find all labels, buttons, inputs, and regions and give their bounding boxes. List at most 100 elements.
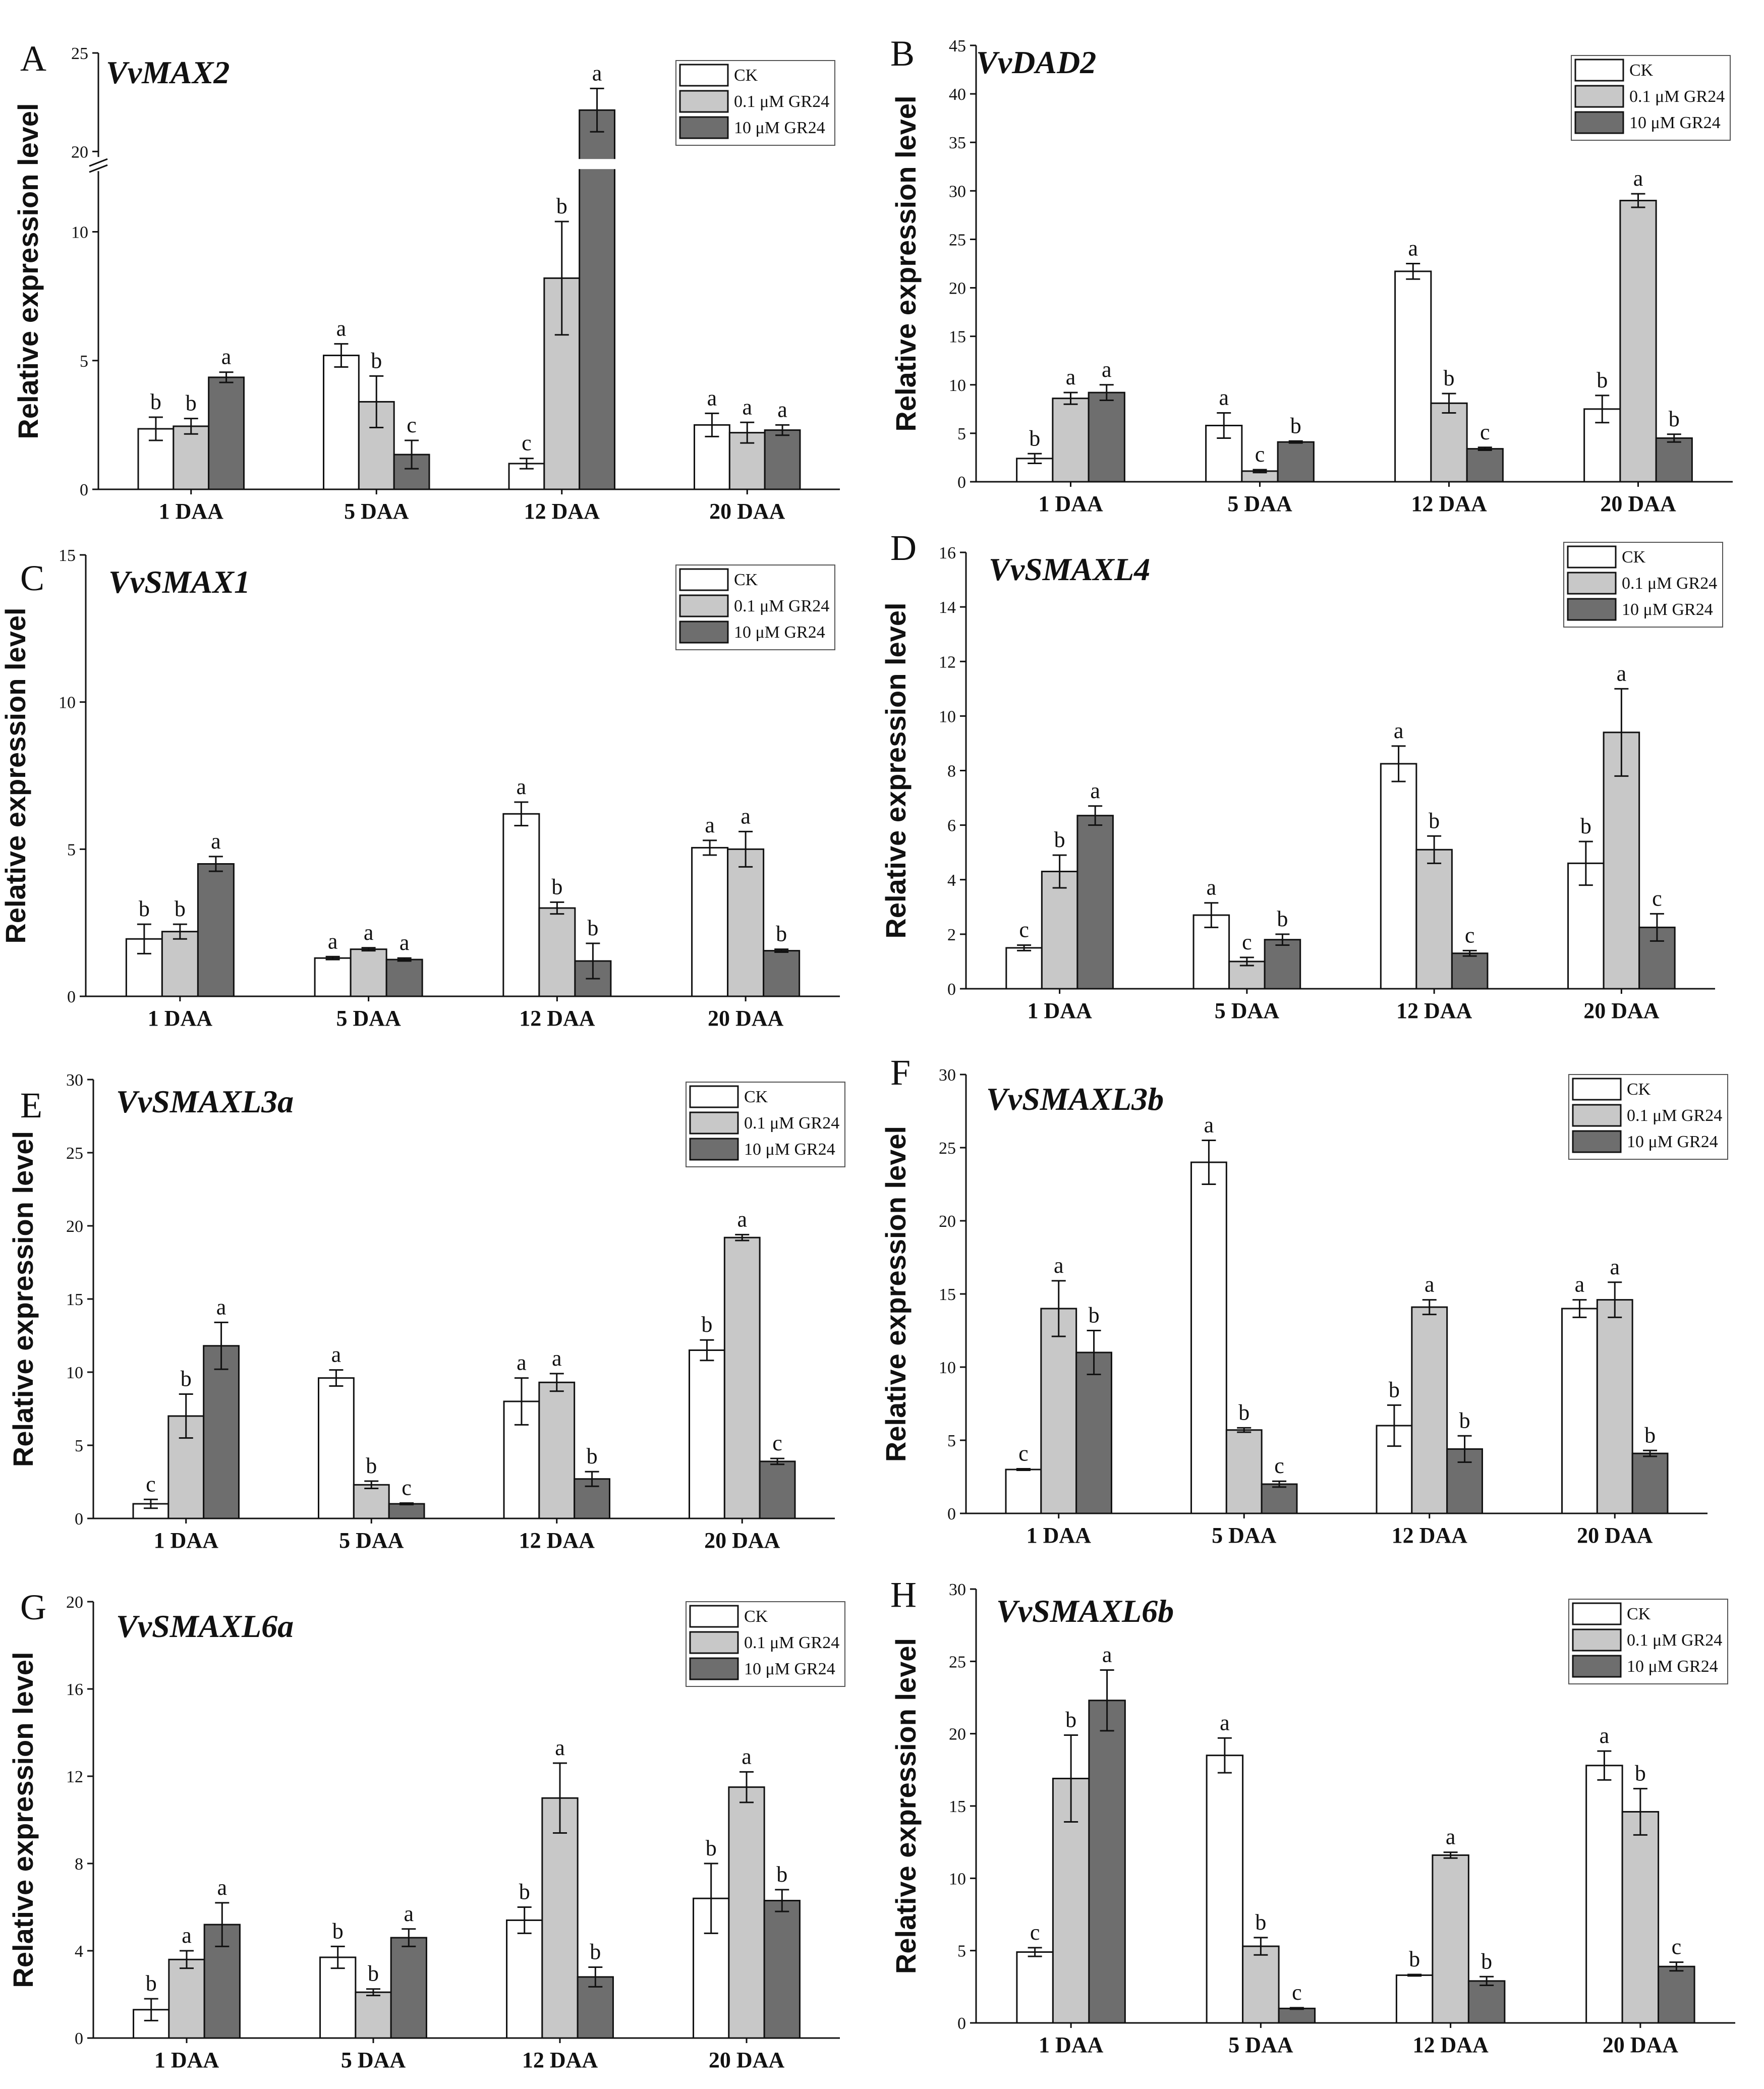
legend: CK 0.1 μM GR24 10 μM GR24 xyxy=(686,1082,845,1167)
y-axis-label: Relative expression level xyxy=(890,1638,922,1974)
significance-letter: b xyxy=(706,1836,717,1860)
legend-label: CK xyxy=(1627,1605,1651,1623)
y-tick-label: 10 xyxy=(66,1364,83,1382)
legend-swatch xyxy=(689,1085,739,1108)
significance-letter: a xyxy=(1633,166,1643,191)
significance-letter: b xyxy=(371,348,382,373)
bar xyxy=(691,846,729,997)
significance-letter: b xyxy=(1409,1947,1420,1971)
bar xyxy=(385,958,423,997)
bar xyxy=(1206,1755,1244,2024)
significance-letter: b xyxy=(1029,426,1040,450)
gene-title: VvSMAXL6a xyxy=(116,1608,294,1644)
panel-letter: A xyxy=(20,38,46,79)
bar xyxy=(1190,1161,1227,1514)
y-tick-label: 35 xyxy=(949,134,966,152)
x-tick-label: 12 DAA xyxy=(1396,998,1472,1023)
y-tick-label: 0 xyxy=(947,980,956,999)
significance-letter: b xyxy=(1481,1949,1492,1973)
y-tick-label: 8 xyxy=(75,1855,83,1874)
significance-letter: a xyxy=(707,385,717,410)
gene-title: VvSMAX1 xyxy=(108,564,250,600)
significance-letter: a xyxy=(221,345,232,369)
y-tick-label: 0 xyxy=(75,1510,83,1529)
x-tick-label: 20 DAA xyxy=(709,499,785,524)
significance-letter: b xyxy=(366,1453,377,1478)
significance-letter: a xyxy=(328,929,338,953)
y-axis-label: Relative expression level xyxy=(890,95,922,431)
bar xyxy=(1596,1299,1633,1514)
legend-label: CK xyxy=(734,571,758,589)
legend-label: 10 μM GR24 xyxy=(744,1140,835,1159)
significance-letter: a xyxy=(1408,236,1418,261)
panel-e: 0 5 10 15 20 25 30 Relative expression level E Vv… xyxy=(7,1071,845,1553)
bar xyxy=(318,1377,355,1519)
bar xyxy=(197,863,235,997)
significance-letter: c xyxy=(1030,1920,1040,1945)
significance-letter: b xyxy=(139,896,150,921)
legend-swatch xyxy=(1567,572,1617,595)
significance-letter: a xyxy=(737,1207,747,1231)
significance-letter: a xyxy=(741,804,751,828)
legend-swatch xyxy=(679,620,729,644)
y-tick-label: 25 xyxy=(949,1653,966,1671)
legend: CK 0.1 μM GR24 10 μM GR24 xyxy=(1568,1599,1728,1684)
bar xyxy=(1411,1306,1448,1514)
legend-swatch xyxy=(679,568,729,591)
bar xyxy=(763,1900,801,2039)
legend-label: 0.1 μM GR24 xyxy=(734,92,829,111)
legend-label: 10 μM GR24 xyxy=(1622,600,1713,619)
significance-letter: a xyxy=(555,1735,565,1760)
significance-letter: a xyxy=(336,316,347,341)
x-tick-label: 20 DAA xyxy=(708,1006,784,1031)
x-tick-label: 5 DAA xyxy=(339,1528,404,1553)
bar xyxy=(1261,1483,1298,1514)
y-tick-label: 15 xyxy=(66,1290,83,1309)
significance-letter: a xyxy=(1219,385,1229,410)
y-tick-label: 5 xyxy=(67,840,76,859)
bar xyxy=(1076,815,1114,990)
bar xyxy=(208,376,245,490)
y-tick-label: 16 xyxy=(939,544,956,562)
axis-break-mark xyxy=(89,164,108,173)
significance-letter: a xyxy=(517,774,527,799)
bar xyxy=(1655,437,1693,483)
bar xyxy=(161,931,199,997)
legend: CK 0.1 μM GR24 10 μM GR24 xyxy=(1571,55,1731,141)
significance-letter: c xyxy=(1018,1441,1029,1466)
significance-letter: c xyxy=(1292,1980,1302,2005)
legend-swatch xyxy=(679,64,729,87)
significance-letter: a xyxy=(1102,357,1112,382)
y-tick-label: 15 xyxy=(949,1797,966,1816)
x-tick-label: 12 DAA xyxy=(1411,491,1487,516)
y-tick-label: 10 xyxy=(949,376,966,395)
bar xyxy=(1394,270,1432,483)
gene-title: VvSMAXL4 xyxy=(989,551,1150,587)
y-tick-label: 25 xyxy=(71,44,88,63)
significance-letter: c xyxy=(146,1472,156,1496)
x-tick-label: 5 DAA xyxy=(341,2048,406,2072)
bar xyxy=(1395,1974,1434,2024)
gene-title: VvSMAXL3a xyxy=(116,1084,294,1119)
legend-swatch xyxy=(689,1631,739,1654)
legend: CK 0.1 μM GR24 10 μM GR24 xyxy=(1563,542,1723,628)
legend-swatch xyxy=(1567,598,1617,621)
legend-swatch xyxy=(1572,1655,1622,1678)
significance-letter: a xyxy=(742,1744,752,1769)
y-tick-label: 15 xyxy=(949,328,966,347)
x-tick-label: 1 DAA xyxy=(1038,491,1103,516)
significance-letter: b xyxy=(551,874,562,899)
bar xyxy=(1277,441,1315,483)
y-tick-label: 12 xyxy=(66,1768,83,1786)
y-tick-label: 8 xyxy=(947,762,956,781)
x-tick-label: 20 DAA xyxy=(709,2048,785,2072)
x-tick-label: 20 DAA xyxy=(704,1528,780,1553)
legend: CK 0.1 μM GR24 10 μM GR24 xyxy=(675,564,835,650)
x-tick-label: 5 DAA xyxy=(1215,998,1280,1023)
bar xyxy=(1278,2007,1316,2024)
panel-f: 0 5 10 15 20 25 30 Relative expression level F Vv… xyxy=(880,1052,1728,1548)
gene-title: VvSMAXL6b xyxy=(996,1593,1174,1629)
significance-letter: b xyxy=(146,1971,157,1996)
y-tick-label: 5 xyxy=(80,352,88,371)
y-tick-label: 0 xyxy=(75,2029,83,2048)
